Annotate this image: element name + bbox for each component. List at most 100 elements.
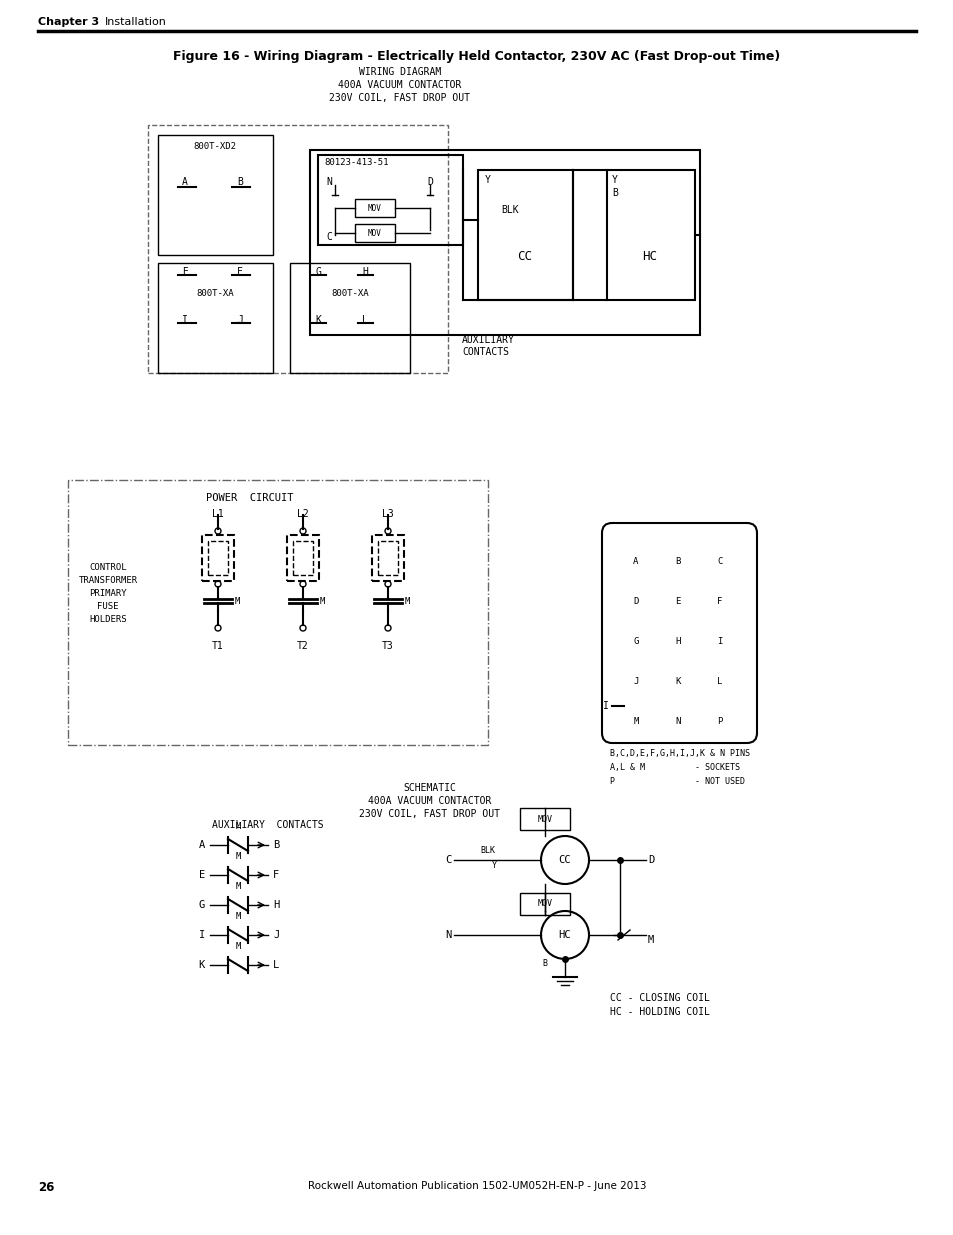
Text: N: N [675, 716, 680, 725]
Text: C: C [445, 855, 452, 864]
Bar [68, 480, 488, 745]
Text: 800T-XD2: 800T-XD2 [193, 142, 236, 151]
Text: G: G [198, 900, 205, 910]
Text: HC: HC [641, 249, 657, 263]
Text: I: I [602, 701, 608, 711]
Text: J: J [273, 930, 279, 940]
Text: HC - HOLDING COIL: HC - HOLDING COIL [609, 1007, 709, 1016]
Text: L1: L1 [212, 509, 224, 519]
Text: H: H [675, 636, 680, 646]
Text: M: M [235, 942, 240, 951]
Text: CC: CC [558, 855, 571, 864]
Text: MOV: MOV [537, 815, 552, 824]
Text: B: B [236, 177, 243, 186]
Text: A: A [182, 177, 188, 186]
Text: BLK: BLK [500, 205, 518, 215]
Bar [519, 808, 569, 830]
Text: N: N [445, 930, 452, 940]
Text: J: J [236, 315, 243, 325]
Text: T2: T2 [296, 641, 309, 651]
Text: L3: L3 [382, 509, 394, 519]
Text: Chapter 3: Chapter 3 [38, 17, 99, 27]
Text: SCHEMATIC: SCHEMATIC [403, 783, 456, 793]
Text: L: L [717, 677, 722, 685]
Text: K: K [198, 960, 205, 969]
Text: F: F [273, 869, 279, 881]
Text: T1: T1 [212, 641, 224, 651]
Text: M: M [235, 852, 240, 861]
Text: Y: Y [484, 175, 491, 185]
Text: T3: T3 [382, 641, 394, 651]
Text: G: G [314, 267, 320, 277]
Text: M: M [235, 882, 240, 890]
Text: H: H [362, 267, 368, 277]
Text: H: H [273, 900, 279, 910]
Text: Y: Y [491, 861, 496, 869]
Text: 230V COIL, FAST DROP OUT: 230V COIL, FAST DROP OUT [329, 93, 470, 103]
Text: 400A VACUUM CONTACTOR: 400A VACUUM CONTACTOR [338, 80, 461, 90]
Text: M: M [235, 911, 240, 921]
Text: M: M [633, 716, 638, 725]
Bar [310, 149, 700, 335]
Text: D: D [633, 597, 638, 605]
Text: J: J [633, 677, 638, 685]
Text: K: K [675, 677, 680, 685]
Text: E: E [182, 267, 188, 277]
Text: B: B [273, 840, 279, 850]
Text: I: I [717, 636, 722, 646]
Bar [287, 535, 318, 580]
Text: D: D [647, 855, 654, 864]
Text: HC: HC [558, 930, 571, 940]
Text: E: E [675, 597, 680, 605]
Text: CC - CLOSING COIL: CC - CLOSING COIL [609, 993, 709, 1003]
Text: MOV: MOV [368, 228, 381, 237]
Bar [158, 263, 273, 373]
Text: D: D [427, 177, 433, 186]
Text: B: B [542, 960, 547, 968]
Text: PRIMARY: PRIMARY [89, 589, 127, 598]
Text: L: L [273, 960, 279, 969]
Text: CONTACTS: CONTACTS [461, 347, 509, 357]
Bar [158, 135, 273, 254]
Text: B,C,D,E,F,G,H,I,J,K & N PINS: B,C,D,E,F,G,H,I,J,K & N PINS [609, 748, 749, 758]
Text: I: I [198, 930, 205, 940]
Text: F: F [236, 267, 243, 277]
Text: M: M [319, 597, 325, 605]
Bar [477, 170, 573, 300]
Bar [148, 125, 448, 373]
Text: Y: Y [612, 175, 618, 185]
Bar [372, 535, 403, 580]
Text: M: M [647, 935, 654, 945]
Text: I: I [182, 315, 188, 325]
Text: HOLDERS: HOLDERS [89, 615, 127, 624]
Text: C: C [326, 232, 332, 242]
Bar [202, 535, 233, 580]
Text: POWER  CIRCUIT: POWER CIRCUIT [206, 493, 294, 503]
Text: L2: L2 [296, 509, 309, 519]
Text: CC: CC [517, 249, 532, 263]
Text: CONTROL: CONTROL [89, 563, 127, 572]
Text: Figure 16 - Wiring Diagram - Electrically Held Contactor, 230V AC (Fast Drop-out: Figure 16 - Wiring Diagram - Electricall… [173, 49, 780, 63]
Bar [208, 541, 228, 576]
Text: A: A [198, 840, 205, 850]
Bar [519, 893, 569, 915]
Text: K: K [314, 315, 320, 325]
Bar [317, 156, 462, 245]
Text: L: L [362, 315, 368, 325]
Text: F: F [717, 597, 722, 605]
Text: 800T-XA: 800T-XA [331, 289, 369, 298]
Text: 80123-413-51: 80123-413-51 [324, 158, 388, 167]
Text: TRANSFORMER: TRANSFORMER [78, 576, 137, 585]
Text: 800T-XA: 800T-XA [196, 289, 233, 298]
Bar [377, 541, 397, 576]
Text: P                - NOT USED: P - NOT USED [609, 777, 744, 785]
Bar [293, 541, 313, 576]
Text: A: A [633, 557, 638, 566]
Text: 230V COIL, FAST DROP OUT: 230V COIL, FAST DROP OUT [359, 809, 500, 819]
Text: 26: 26 [38, 1181, 54, 1194]
Text: M: M [235, 823, 240, 831]
Text: BLK: BLK [480, 846, 495, 855]
Bar [355, 224, 395, 242]
Text: MOV: MOV [368, 204, 381, 212]
Text: MOV: MOV [537, 899, 552, 909]
